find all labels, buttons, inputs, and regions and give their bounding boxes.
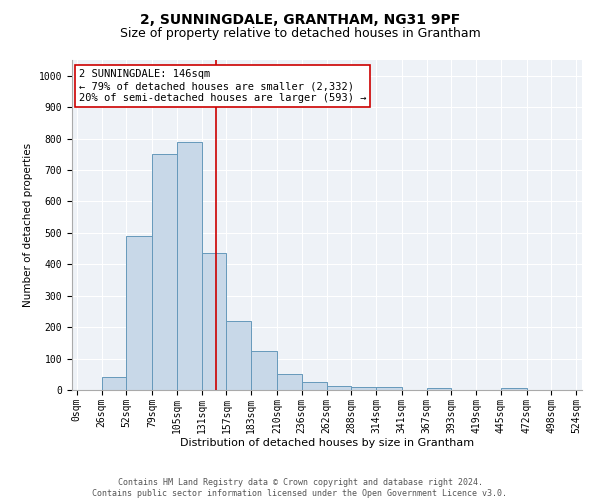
Bar [352, 387, 376, 390]
Bar [427, 388, 451, 390]
Text: Contains HM Land Registry data © Crown copyright and database right 2024.
Contai: Contains HM Land Registry data © Crown c… [92, 478, 508, 498]
Bar [127, 236, 152, 390]
Y-axis label: Number of detached properties: Number of detached properties [23, 143, 33, 307]
Bar [202, 254, 226, 390]
Text: 2, SUNNINGDALE, GRANTHAM, NG31 9PF: 2, SUNNINGDALE, GRANTHAM, NG31 9PF [140, 12, 460, 26]
X-axis label: Distribution of detached houses by size in Grantham: Distribution of detached houses by size … [180, 438, 474, 448]
Bar [302, 382, 326, 390]
Text: Size of property relative to detached houses in Grantham: Size of property relative to detached ho… [119, 28, 481, 40]
Bar [177, 142, 202, 390]
Bar [501, 388, 527, 390]
Bar [326, 386, 352, 390]
Bar [251, 350, 277, 390]
Bar [376, 388, 402, 390]
Bar [277, 374, 302, 390]
Text: 2 SUNNINGDALE: 146sqm
← 79% of detached houses are smaller (2,332)
20% of semi-d: 2 SUNNINGDALE: 146sqm ← 79% of detached … [79, 70, 366, 102]
Bar [226, 321, 251, 390]
Bar [101, 378, 127, 390]
Bar [152, 154, 177, 390]
